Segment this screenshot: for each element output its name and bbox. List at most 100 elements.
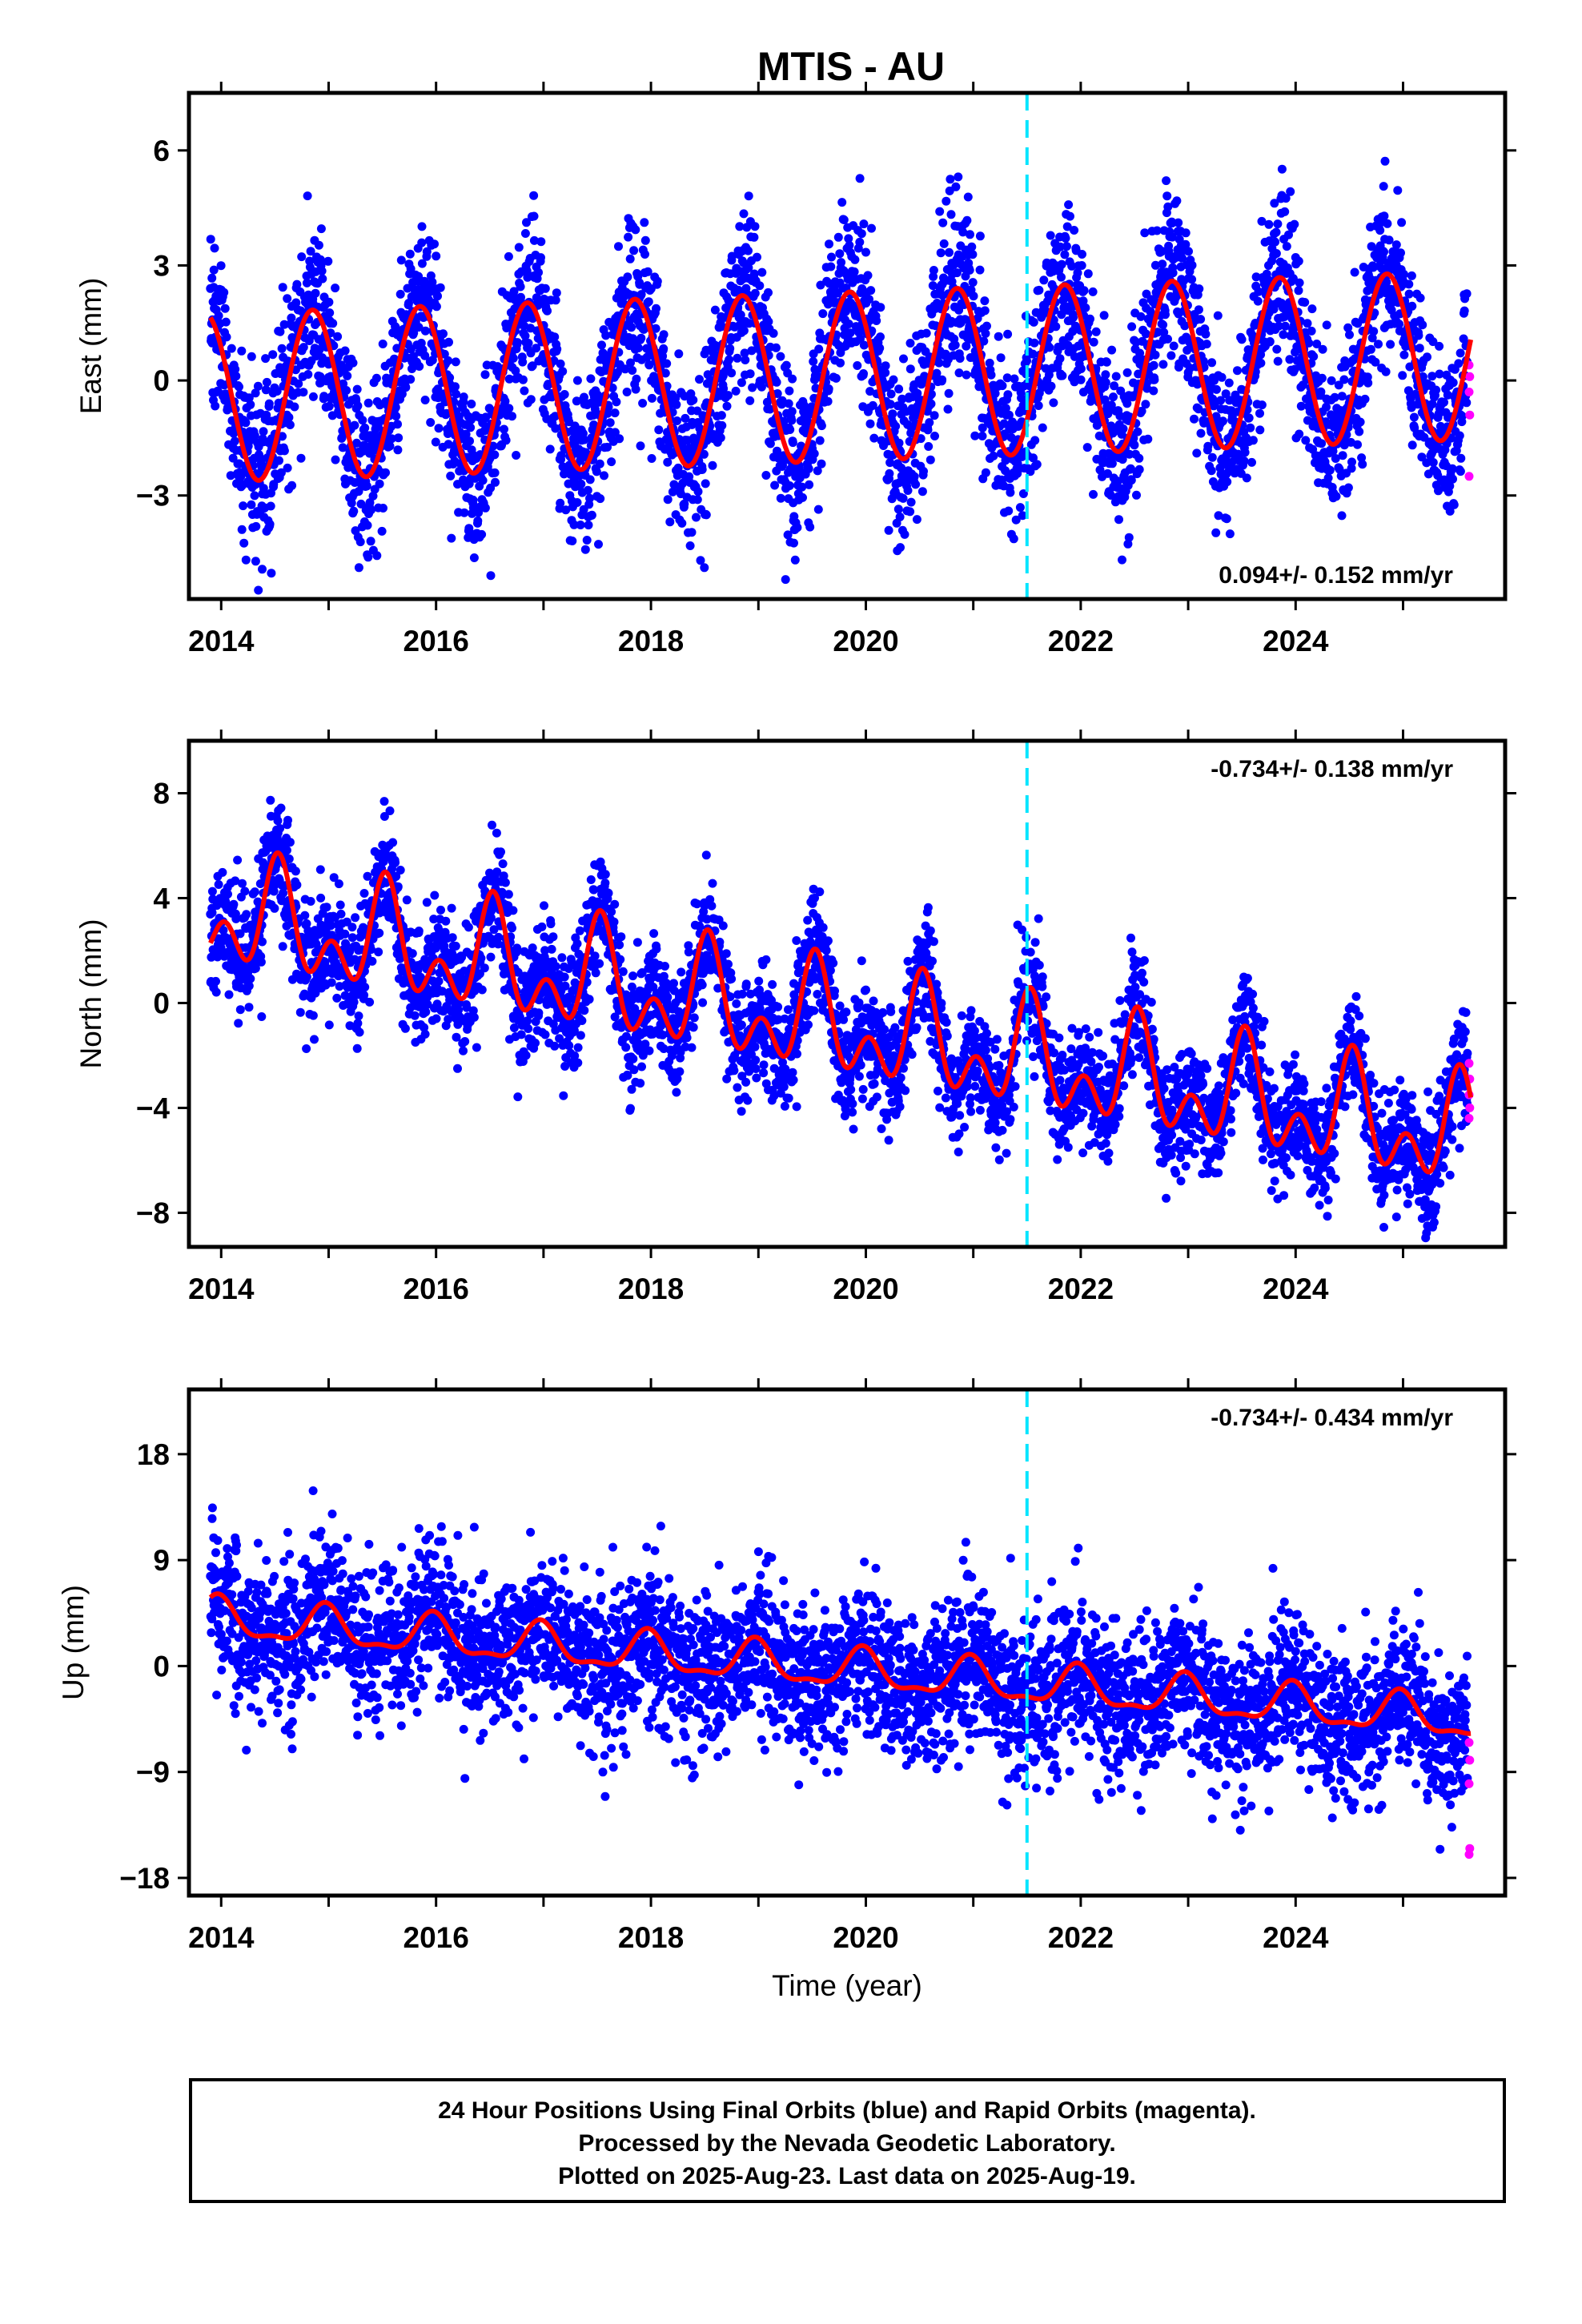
data-point [813,466,822,476]
data-point [292,279,302,289]
data-point [784,399,793,408]
data-point [935,207,945,216]
data-point [1046,231,1055,240]
data-point [302,919,311,928]
data-point [1253,296,1263,306]
data-point [1196,428,1206,438]
data-point [306,247,315,256]
data-point [1062,222,1072,231]
data-point [1095,465,1105,475]
data-point [623,272,632,282]
data-point [385,441,395,451]
data-point [1418,372,1427,381]
data-point [296,453,306,463]
data-point [262,377,271,387]
data-point [1265,337,1275,346]
data-point [432,302,441,312]
data-point [1327,376,1336,385]
data-point [255,879,265,888]
data-point [950,340,960,350]
data-point [230,436,239,446]
data-point [231,372,241,381]
data-point [955,354,965,363]
x-tick-label: 2014 [188,625,255,657]
data-point [885,458,895,468]
data-point [1201,329,1211,339]
data-point [327,978,336,987]
data-point [365,498,375,508]
data-point [444,356,453,365]
data-point [966,230,974,239]
data-point [663,457,673,467]
data-point [552,288,561,298]
data-point [551,424,560,433]
data-point [375,479,384,489]
data-point [353,401,363,411]
data-point [486,571,496,581]
data-point [809,449,819,458]
data-point [1207,358,1217,368]
data-point [233,855,243,865]
data-point [511,366,520,376]
data-point [849,267,859,276]
data-point [1103,468,1112,478]
data-point [434,976,444,986]
data-point [367,505,375,515]
data-point [540,283,550,293]
data-point [1247,457,1256,467]
data-point [1307,326,1316,336]
data-point [1316,387,1326,396]
data-point [1045,343,1054,352]
data-point [1295,429,1304,439]
data-point [817,421,826,431]
data-point [338,443,347,452]
data-point [1277,164,1287,174]
data-point [282,846,291,855]
data-point [876,303,885,312]
data-point [765,404,775,414]
data-point [1111,372,1121,381]
data-point [1216,396,1226,405]
data-point [929,266,938,275]
data-point [809,356,818,366]
data-point [306,897,315,906]
data-point [302,972,311,982]
data-point [1434,486,1443,496]
data-point [420,326,430,336]
data-point [605,418,615,428]
rapid-point [1464,472,1474,481]
data-point [250,887,259,897]
data-point [317,266,327,275]
data-point [1304,338,1314,348]
data-point [1006,488,1015,497]
data-point [1317,439,1327,448]
data-point [237,346,247,356]
data-point [1167,232,1177,242]
data-point [750,222,760,231]
data-point [1174,218,1183,227]
data-point [868,400,877,410]
data-point [236,472,246,481]
data-point [1134,464,1144,474]
data-point [1318,344,1327,354]
data-point [226,471,235,480]
data-point [737,378,746,388]
data-point [839,215,849,224]
data-point [526,395,536,404]
data-point [1367,333,1377,343]
data-point [1213,311,1223,320]
data-point [1312,340,1322,348]
data-point [622,388,632,396]
data-point [850,255,860,264]
data-point [363,553,373,562]
data-point [627,323,636,332]
data-point [447,533,456,543]
data-point [308,392,318,401]
data-point [318,274,327,283]
data-point [663,495,673,505]
data-point [695,375,704,384]
data-point [659,344,669,353]
data-point [693,495,702,505]
data-point [347,933,357,943]
rapid-point [1464,388,1474,396]
